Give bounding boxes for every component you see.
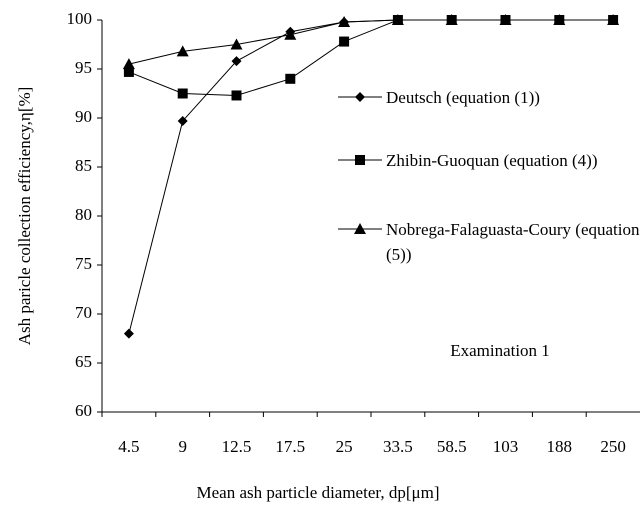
data-point <box>553 14 566 25</box>
y-tick-label: 65 <box>75 352 92 371</box>
annotation: Examination 1 <box>450 341 550 360</box>
y-tick-label: 95 <box>75 58 92 77</box>
data-point <box>177 88 188 99</box>
series-line <box>128 19 614 334</box>
data-point <box>339 36 350 47</box>
y-tick-label: 90 <box>75 107 92 126</box>
legend-label: Deutsch (equation (1)) <box>386 87 540 107</box>
x-tick-label: 250 <box>600 437 626 456</box>
x-tick-label: 17.5 <box>275 437 305 456</box>
legend-marker <box>355 155 365 165</box>
data-point <box>122 58 135 70</box>
y-tick-label: 80 <box>75 205 92 224</box>
data-point <box>607 14 620 25</box>
data-point <box>499 14 512 25</box>
legend-marker <box>354 223 366 234</box>
x-tick-label: 58.5 <box>437 437 467 456</box>
x-tick-label: 12.5 <box>222 437 252 456</box>
data-point <box>123 66 134 77</box>
y-tick-label: 85 <box>75 156 92 175</box>
data-point <box>230 38 243 50</box>
series-line <box>128 19 614 65</box>
x-tick-label: 188 <box>547 437 573 456</box>
x-tick-label: 33.5 <box>383 437 413 456</box>
data-point <box>338 15 351 27</box>
y-tick-label: 100 <box>67 9 93 28</box>
data-point <box>177 115 188 126</box>
data-point <box>176 45 189 57</box>
x-tick-label: 4.5 <box>118 437 139 456</box>
y-axis-title: Ash paricle collection efficiency,η[%] <box>15 87 34 346</box>
y-tick-label: 60 <box>75 401 92 420</box>
legend-label: Zhibin-Guoquan (equation (4)) <box>386 150 598 170</box>
data-point <box>231 90 242 101</box>
data-point <box>445 14 458 25</box>
x-tick-label: 103 <box>493 437 519 456</box>
data-point <box>123 328 134 339</box>
x-tick-label: 25 <box>336 437 353 456</box>
x-tick-label: 9 <box>178 437 187 456</box>
data-point <box>231 56 242 67</box>
legend-marker <box>355 92 365 102</box>
data-point <box>284 28 297 40</box>
y-tick-label: 70 <box>75 303 92 322</box>
x-axis-title: Mean ash particle diameter, dp[μm] <box>196 483 439 502</box>
legend-label: Nobrega-Falaguasta-Coury (equation (5)) <box>386 219 640 264</box>
data-point <box>391 14 404 25</box>
data-point <box>285 73 296 84</box>
y-tick-label: 75 <box>75 254 92 273</box>
